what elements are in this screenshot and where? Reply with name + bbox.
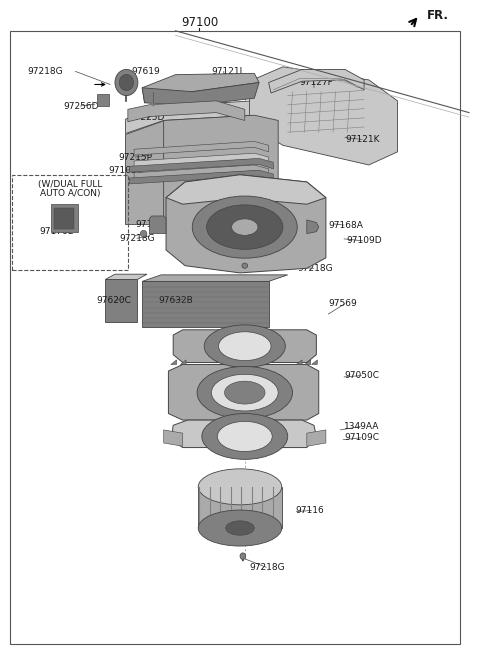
Polygon shape xyxy=(134,165,269,179)
Text: 97218G: 97218G xyxy=(297,264,333,273)
Text: 97121K: 97121K xyxy=(345,135,380,144)
Polygon shape xyxy=(125,120,164,224)
Polygon shape xyxy=(296,360,302,365)
Text: 97109D: 97109D xyxy=(347,237,382,245)
Bar xyxy=(12,175,128,269)
Polygon shape xyxy=(142,83,259,106)
Polygon shape xyxy=(164,430,183,446)
Text: 97127F: 97127F xyxy=(300,78,334,87)
Polygon shape xyxy=(134,153,269,167)
Text: 97176E: 97176E xyxy=(39,227,73,236)
Polygon shape xyxy=(106,274,147,279)
Polygon shape xyxy=(106,279,137,322)
Polygon shape xyxy=(198,487,282,528)
Ellipse shape xyxy=(232,219,258,235)
Polygon shape xyxy=(173,330,316,363)
Ellipse shape xyxy=(119,74,133,91)
Ellipse shape xyxy=(192,196,297,258)
Ellipse shape xyxy=(197,367,292,419)
Polygon shape xyxy=(307,430,326,446)
Text: 97050C: 97050C xyxy=(344,371,379,380)
FancyBboxPatch shape xyxy=(97,95,109,106)
Text: 97619: 97619 xyxy=(131,67,160,76)
Text: 97215P: 97215P xyxy=(118,152,152,162)
Polygon shape xyxy=(142,275,288,281)
Text: 97256D: 97256D xyxy=(63,102,99,110)
Text: 97105C: 97105C xyxy=(109,166,144,175)
Polygon shape xyxy=(125,101,278,133)
Ellipse shape xyxy=(225,381,265,404)
Polygon shape xyxy=(142,281,269,327)
Text: 97106A: 97106A xyxy=(147,85,182,93)
Ellipse shape xyxy=(206,205,283,250)
Polygon shape xyxy=(134,141,269,155)
Text: 1349AA: 1349AA xyxy=(344,422,379,431)
Text: (W/DUAL FULL: (W/DUAL FULL xyxy=(38,180,102,189)
Text: 97218G: 97218G xyxy=(120,234,156,242)
Text: 97168A: 97168A xyxy=(328,221,363,230)
Text: 97113B: 97113B xyxy=(135,220,170,229)
Text: 97116: 97116 xyxy=(296,506,324,515)
Text: 97100: 97100 xyxy=(181,16,218,30)
FancyBboxPatch shape xyxy=(51,204,78,232)
Polygon shape xyxy=(166,175,326,204)
Polygon shape xyxy=(171,420,316,447)
Ellipse shape xyxy=(202,413,288,459)
Text: 97620C: 97620C xyxy=(97,296,132,305)
Text: 97121J: 97121J xyxy=(211,67,242,76)
FancyBboxPatch shape xyxy=(54,208,74,229)
Ellipse shape xyxy=(211,374,278,411)
Ellipse shape xyxy=(226,521,254,535)
Polygon shape xyxy=(129,158,274,172)
Text: 97632B: 97632B xyxy=(159,296,193,305)
Polygon shape xyxy=(269,70,364,93)
Text: 97109C: 97109C xyxy=(344,433,379,442)
Ellipse shape xyxy=(198,469,282,505)
Ellipse shape xyxy=(204,325,285,367)
Polygon shape xyxy=(149,216,166,234)
Polygon shape xyxy=(168,365,319,420)
Polygon shape xyxy=(180,360,186,365)
Ellipse shape xyxy=(218,332,271,361)
Ellipse shape xyxy=(198,510,282,546)
Ellipse shape xyxy=(240,553,246,560)
Polygon shape xyxy=(128,101,245,122)
Polygon shape xyxy=(129,170,274,184)
Text: 97218G: 97218G xyxy=(28,67,63,76)
Ellipse shape xyxy=(217,421,272,451)
Text: 97225D: 97225D xyxy=(129,114,165,122)
Polygon shape xyxy=(305,360,311,365)
Text: 97218G: 97218G xyxy=(250,563,285,572)
Ellipse shape xyxy=(140,231,147,237)
Polygon shape xyxy=(142,74,259,102)
Polygon shape xyxy=(164,115,278,224)
Polygon shape xyxy=(166,175,326,273)
Text: FR.: FR. xyxy=(427,9,449,22)
Text: AUTO A/CON): AUTO A/CON) xyxy=(40,189,100,198)
Text: 97569: 97569 xyxy=(328,299,357,308)
Polygon shape xyxy=(312,360,317,365)
Polygon shape xyxy=(307,220,319,234)
Polygon shape xyxy=(171,360,177,365)
Polygon shape xyxy=(250,67,397,165)
Ellipse shape xyxy=(242,263,248,268)
Ellipse shape xyxy=(115,70,138,96)
